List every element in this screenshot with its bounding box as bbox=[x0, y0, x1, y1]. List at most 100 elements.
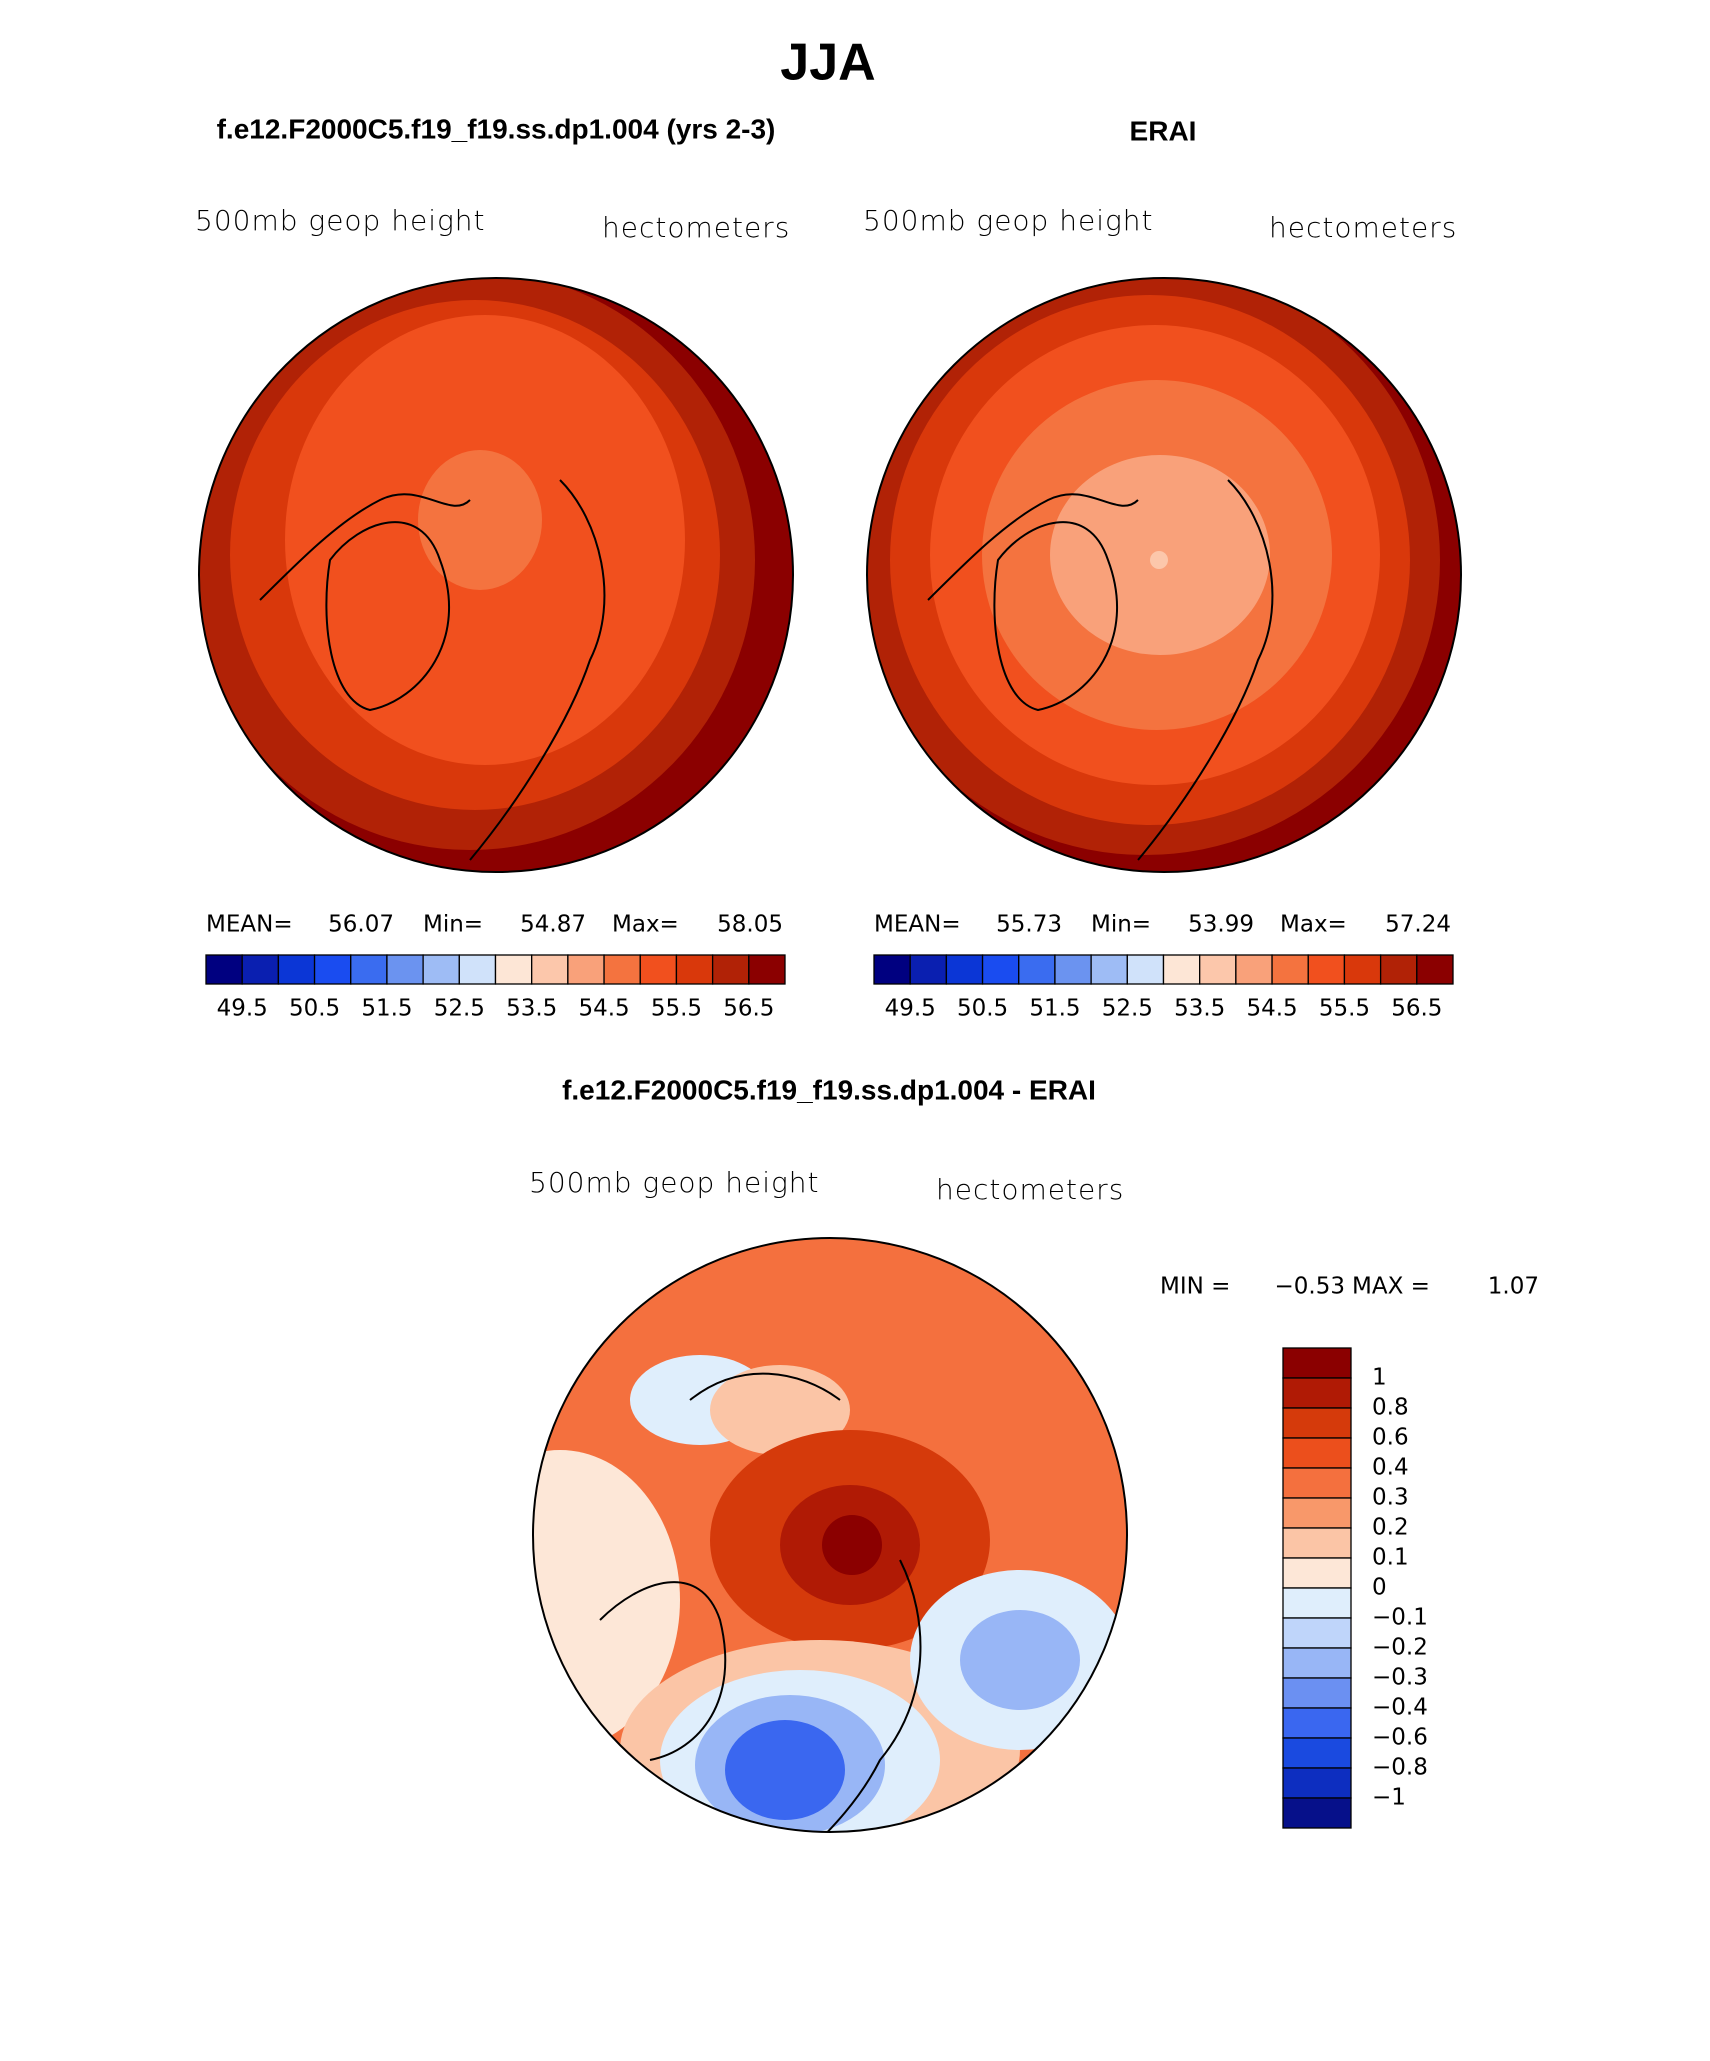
colorbar-box bbox=[639, 954, 678, 985]
field-label: 500mb geop height bbox=[195, 204, 486, 237]
stat-value: 57.24 bbox=[1385, 912, 1451, 938]
colorbar-label: 49.5 bbox=[885, 996, 936, 1022]
colorbar-box bbox=[1018, 954, 1056, 985]
colorbar-label: 0.8 bbox=[1372, 1395, 1409, 1421]
stat-label: MEAN= bbox=[874, 912, 961, 938]
colorbar-box bbox=[909, 954, 948, 985]
stat-value: 56.07 bbox=[328, 912, 394, 938]
stat-label: Max= bbox=[612, 912, 679, 938]
colorbar-label: 52.5 bbox=[434, 996, 485, 1022]
colorbar-label: 54.5 bbox=[578, 996, 629, 1022]
colorbar-box bbox=[458, 954, 497, 985]
panel-title: ERAI bbox=[1130, 115, 1197, 146]
colorbar-label: −0.8 bbox=[1372, 1755, 1428, 1781]
stat-value: 54.87 bbox=[520, 912, 586, 938]
colorbar-box bbox=[1282, 1617, 1352, 1649]
colorbar-box bbox=[494, 954, 533, 985]
map bbox=[199, 278, 793, 872]
units-label: hectometers bbox=[602, 211, 790, 244]
colorbar-box bbox=[1282, 1497, 1352, 1529]
colorbar-box bbox=[350, 954, 388, 985]
stat-label: Max= bbox=[1280, 912, 1347, 938]
colorbar-box bbox=[422, 954, 460, 985]
map-border bbox=[532, 1237, 1128, 1833]
colorbar-label: 0.4 bbox=[1372, 1455, 1409, 1481]
panel-title: f.e12.F2000C5.f19_f19.ss.dp1.004 (yrs 2-… bbox=[217, 113, 776, 144]
min-value: −0.53 bbox=[1275, 1274, 1345, 1300]
colorbar-label: 55.5 bbox=[651, 996, 702, 1022]
colorbar-box bbox=[1379, 954, 1418, 985]
units-label: hectometers bbox=[936, 1173, 1124, 1206]
stat-value: 58.05 bbox=[717, 912, 783, 938]
colorbar-label: −0.4 bbox=[1372, 1695, 1428, 1721]
colorbar-box bbox=[1282, 1347, 1352, 1379]
stat-value: 53.99 bbox=[1188, 912, 1254, 938]
colorbar-label: −0.6 bbox=[1372, 1725, 1428, 1751]
colorbar-box bbox=[1282, 1527, 1352, 1559]
colorbar-box bbox=[1282, 1377, 1352, 1409]
colorbar-box bbox=[1282, 1437, 1352, 1469]
stat-label: Min= bbox=[423, 912, 483, 938]
colorbar-box bbox=[945, 954, 984, 985]
colorbar-box bbox=[1282, 1407, 1352, 1439]
colorbar-label: 0.6 bbox=[1372, 1425, 1409, 1451]
colorbar-label: −0.2 bbox=[1372, 1635, 1428, 1661]
colorbar-box bbox=[1199, 954, 1237, 985]
colorbar-box bbox=[1282, 1707, 1352, 1739]
colorbar-box bbox=[1282, 1557, 1352, 1589]
colorbar-label: 53.5 bbox=[1174, 996, 1225, 1022]
colorbar-box bbox=[711, 954, 750, 985]
map bbox=[867, 278, 1461, 872]
panel-title: f.e12.F2000C5.f19_f19.ss.dp1.004 - ERAI bbox=[562, 1074, 1096, 1105]
colorbar-label: 56.5 bbox=[723, 996, 774, 1022]
max-label: MAX = bbox=[1352, 1274, 1430, 1300]
stat-label: Min= bbox=[1091, 912, 1151, 938]
field-label: 500mb geop height bbox=[863, 204, 1154, 237]
units-label: hectometers bbox=[1269, 211, 1457, 244]
colorbar-box bbox=[603, 954, 641, 985]
colorbar-label: 54.5 bbox=[1246, 996, 1297, 1022]
colorbar-box bbox=[675, 954, 714, 985]
colorbar-box bbox=[1282, 1767, 1352, 1799]
colorbar-box bbox=[313, 954, 352, 985]
colorbar-label: 55.5 bbox=[1319, 996, 1370, 1022]
colorbar-box bbox=[1054, 954, 1092, 985]
colorbar-box bbox=[567, 954, 605, 985]
colorbar-label: 0.2 bbox=[1372, 1515, 1409, 1541]
colorbar-label: −1 bbox=[1372, 1785, 1406, 1811]
colorbar-box bbox=[1307, 954, 1346, 985]
colorbar-box bbox=[1235, 954, 1273, 985]
map bbox=[533, 1238, 1127, 1832]
field-label: 500mb geop height bbox=[529, 1166, 820, 1199]
colorbar-box bbox=[205, 954, 243, 985]
colorbar-label: 51.5 bbox=[1029, 996, 1080, 1022]
colorbar-box bbox=[241, 954, 280, 985]
colorbar-box bbox=[1282, 1467, 1352, 1499]
colorbar-box bbox=[1282, 1587, 1352, 1619]
colorbar-box bbox=[748, 954, 786, 985]
min-label: MIN = bbox=[1160, 1274, 1230, 1300]
colorbar-label: 51.5 bbox=[361, 996, 412, 1022]
colorbar-box bbox=[1282, 1677, 1352, 1709]
colorbar-label: 49.5 bbox=[217, 996, 268, 1022]
figure-title: JJA bbox=[780, 34, 875, 92]
colorbar-label: 50.5 bbox=[289, 996, 340, 1022]
colorbar-box bbox=[277, 954, 316, 985]
colorbar-box bbox=[1162, 954, 1201, 985]
colorbar-box bbox=[873, 954, 911, 985]
colorbar-box bbox=[1271, 954, 1309, 985]
colorbar-box bbox=[1090, 954, 1128, 985]
stat-value: 55.73 bbox=[996, 912, 1062, 938]
colorbar-label: 0 bbox=[1372, 1575, 1387, 1601]
colorbar-label: −0.3 bbox=[1372, 1665, 1428, 1691]
colorbar-box bbox=[1126, 954, 1165, 985]
max-value: 1.07 bbox=[1488, 1274, 1539, 1300]
colorbar-box bbox=[981, 954, 1020, 985]
colorbar-box bbox=[1282, 1737, 1352, 1769]
colorbar-box bbox=[531, 954, 569, 985]
map-border bbox=[866, 277, 1462, 873]
colorbar-label: 0.1 bbox=[1372, 1545, 1409, 1571]
colorbar-box bbox=[386, 954, 424, 985]
colorbar-box bbox=[1282, 1797, 1352, 1829]
